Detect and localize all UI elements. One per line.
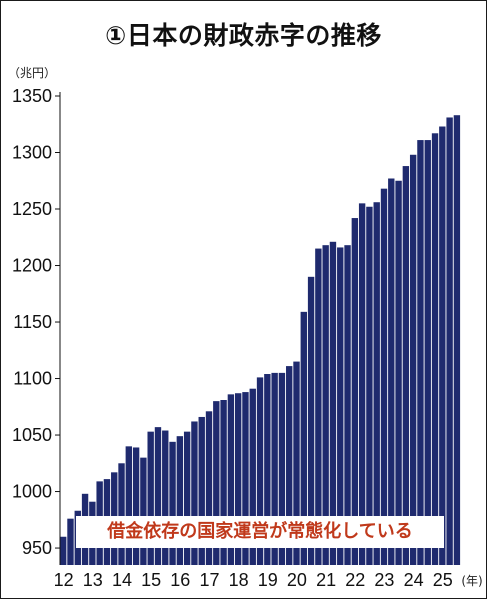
bar <box>132 447 140 565</box>
bar <box>446 117 453 565</box>
chart-title: ①日本の財政赤字の推移 <box>105 21 382 50</box>
x-tick-label: 19 <box>258 570 278 590</box>
bar <box>395 180 402 565</box>
bar <box>286 366 293 565</box>
bar <box>271 372 278 565</box>
bar <box>373 202 380 566</box>
y-tick-label: 1050 <box>12 425 52 445</box>
chart-annotation: 借金依存の国家運営が常態化している <box>76 516 444 548</box>
y-tick-label: 1100 <box>13 369 52 389</box>
bar <box>147 431 154 565</box>
x-tick-label: 12 <box>54 570 74 590</box>
x-tick-label: 22 <box>345 570 365 590</box>
y-tick-label: 1350 <box>12 86 52 106</box>
bar <box>220 400 227 565</box>
bar <box>227 394 235 565</box>
x-tick-label: 15 <box>141 570 161 590</box>
bar <box>213 401 220 565</box>
x-tick-label: 18 <box>229 570 249 590</box>
x-tick-label: 16 <box>170 570 190 590</box>
bar <box>198 416 205 565</box>
y-tick-label: 1300 <box>12 143 52 163</box>
bar <box>307 276 315 565</box>
y-tick-label: 1000 <box>12 482 52 502</box>
bar <box>205 411 213 565</box>
bar <box>417 140 424 565</box>
bar <box>337 247 344 565</box>
bar <box>125 446 133 565</box>
bar <box>154 427 162 565</box>
bar <box>242 392 249 565</box>
bar <box>409 154 417 565</box>
bar <box>140 457 147 565</box>
bar <box>162 430 169 565</box>
bar <box>249 388 256 565</box>
bar <box>380 188 388 566</box>
x-tick-label: 21 <box>316 570 336 590</box>
bar <box>453 115 461 566</box>
bar <box>358 203 366 566</box>
y-axis <box>55 92 61 565</box>
bar <box>344 245 351 565</box>
bar <box>388 178 395 565</box>
bar <box>176 436 184 565</box>
x-tick-label: 23 <box>374 570 394 590</box>
bar <box>256 377 264 565</box>
x-tick-label: 25 <box>433 570 453 590</box>
y-tick-labels: 950 1000 1050 1100 1150 1200 1250 1300 1350 <box>12 86 52 558</box>
x-tick-label: 14 <box>112 570 132 590</box>
bar <box>60 536 67 565</box>
bar <box>322 245 329 565</box>
bar <box>439 126 446 565</box>
bar <box>293 361 300 565</box>
bar <box>264 374 271 565</box>
x-axis-unit: (年) <box>461 574 482 588</box>
x-tick-label: 24 <box>404 570 424 590</box>
y-tick-label: 950 <box>22 538 52 558</box>
x-tick-label: 17 <box>199 570 219 590</box>
bar <box>351 218 359 566</box>
bar <box>169 441 176 565</box>
bar <box>315 248 322 565</box>
bar <box>191 421 198 565</box>
x-tick-label: 20 <box>287 570 307 590</box>
y-tick-label: 1200 <box>12 256 52 276</box>
bar <box>431 133 439 566</box>
bar <box>366 206 373 565</box>
bar <box>234 393 242 565</box>
bar <box>300 311 307 565</box>
x-tick-label: 13 <box>83 570 103 590</box>
bar <box>329 241 337 566</box>
y-axis-unit: （兆円） <box>8 66 57 80</box>
bar <box>183 431 191 565</box>
y-tick-label: 1150 <box>13 312 52 332</box>
bar <box>67 518 74 565</box>
bar <box>278 372 286 565</box>
bar <box>118 463 125 565</box>
x-tick-labels: 12 13 14 15 16 17 18 19 20 21 22 23 24 25 (年) <box>54 570 483 590</box>
bar <box>402 166 410 565</box>
bars-group <box>60 115 461 566</box>
y-tick-label: 1250 <box>12 199 52 219</box>
bar <box>424 140 431 565</box>
